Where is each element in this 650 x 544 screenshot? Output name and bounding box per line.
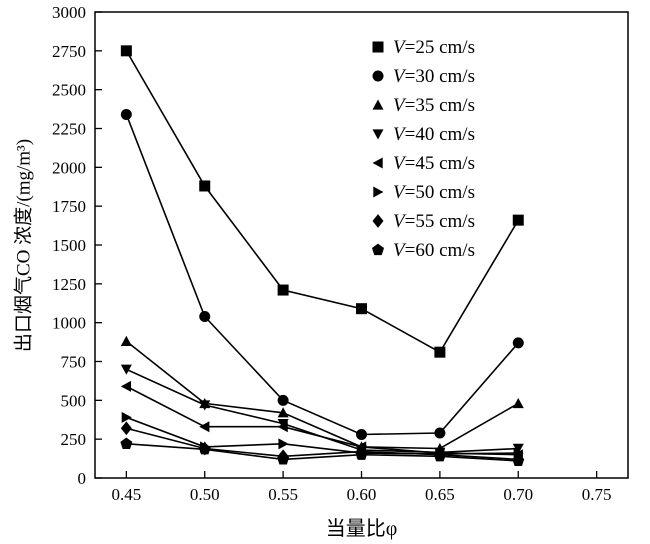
svg-text:0.60: 0.60 — [347, 485, 377, 504]
svg-text:0.45: 0.45 — [111, 485, 141, 504]
plot-series — [120, 45, 525, 467]
svg-text:V=60 cm/s: V=60 cm/s — [393, 240, 475, 261]
legend-item: V=50 cm/s — [373, 182, 475, 203]
legend-item: V=55 cm/s — [372, 211, 475, 232]
svg-text:0.75: 0.75 — [582, 485, 612, 504]
tick-labels: 0.45 0.50 0.55 0.60 0.65 0.70 0.75 0 250 500 750 10… — [52, 3, 612, 504]
series-square — [120, 45, 524, 358]
legend: V=25 cm/s V=30 cm/s V=35 cm/s V=40 cm/s V=45… — [371, 37, 475, 261]
svg-text:V=30 cm/s: V=30 cm/s — [393, 66, 475, 87]
x-axis-label: 当量比φ — [325, 518, 398, 540]
svg-text:750: 750 — [61, 353, 87, 372]
legend-item: V=25 cm/s — [372, 37, 475, 58]
svg-text:1250: 1250 — [52, 275, 86, 294]
svg-text:0: 0 — [78, 469, 87, 488]
legend-item: V=30 cm/s — [372, 66, 475, 87]
svg-text:V=45 cm/s: V=45 cm/s — [393, 153, 475, 174]
svg-text:1750: 1750 — [52, 197, 86, 216]
svg-text:0.65: 0.65 — [425, 485, 455, 504]
svg-text:1500: 1500 — [52, 236, 86, 255]
svg-text:250: 250 — [61, 430, 87, 449]
svg-text:V=50 cm/s: V=50 cm/s — [393, 182, 475, 203]
svg-text:V=25 cm/s: V=25 cm/s — [393, 37, 475, 58]
svg-text:0.55: 0.55 — [268, 485, 298, 504]
legend-item: V=60 cm/s — [371, 240, 475, 261]
y-axis-label: 出口烟气CO 浓度/(mg/m³) — [13, 138, 35, 353]
svg-text:3000: 3000 — [52, 3, 86, 22]
svg-text:2750: 2750 — [52, 42, 86, 61]
series-diamond — [120, 421, 524, 467]
series-triangle-down — [120, 364, 524, 458]
svg-text:V=55 cm/s: V=55 cm/s — [393, 211, 475, 232]
svg-text:500: 500 — [61, 391, 87, 410]
svg-text:0.50: 0.50 — [190, 485, 220, 504]
svg-text:2250: 2250 — [52, 120, 86, 139]
series-circle — [120, 109, 524, 441]
svg-text:2000: 2000 — [52, 158, 86, 177]
svg-text:0.70: 0.70 — [503, 485, 533, 504]
legend-item: V=40 cm/s — [372, 124, 475, 145]
svg-text:1000: 1000 — [52, 314, 86, 333]
ticks — [95, 11, 598, 479]
legend-item: V=35 cm/s — [372, 95, 475, 116]
legend-item: V=45 cm/s — [372, 153, 475, 174]
axes — [94, 11, 629, 479]
svg-text:2500: 2500 — [52, 81, 86, 100]
series-pentagon — [120, 437, 525, 467]
svg-text:V=40 cm/s: V=40 cm/s — [393, 124, 475, 145]
svg-text:V=35 cm/s: V=35 cm/s — [393, 95, 475, 116]
